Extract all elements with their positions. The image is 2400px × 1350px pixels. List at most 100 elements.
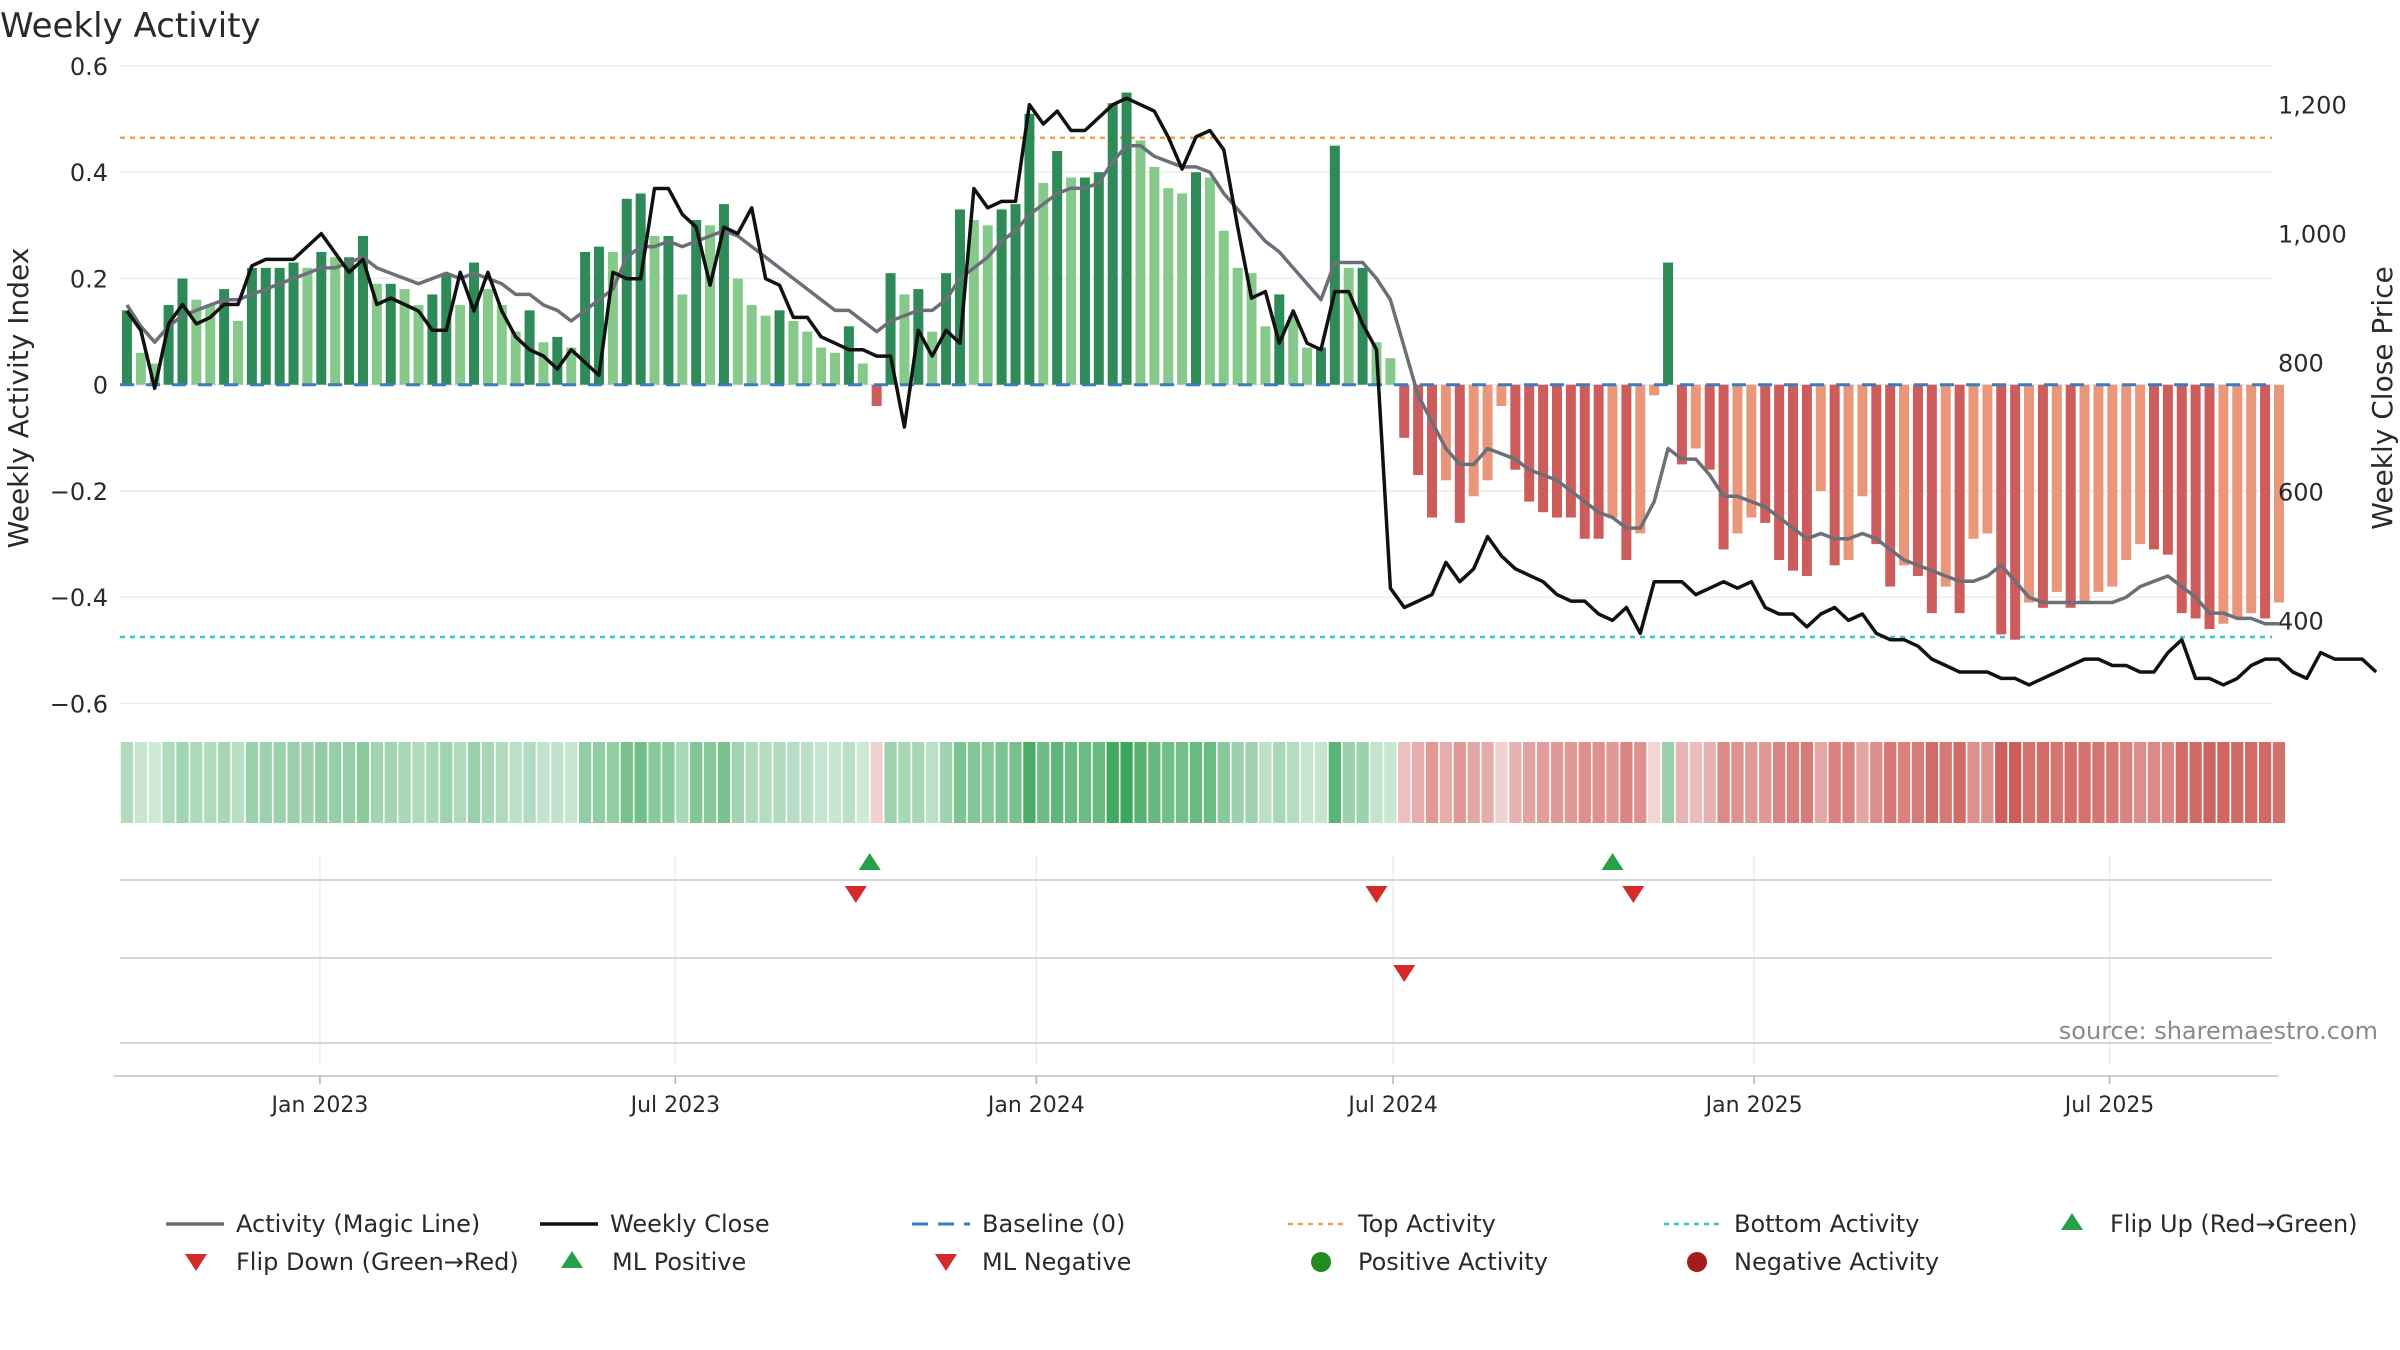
y-tick-label: −0.6 <box>50 690 108 718</box>
activity-bar <box>121 310 132 385</box>
activity-bar <box>2024 384 2035 603</box>
heat-cell <box>1439 742 1453 823</box>
heat-cell <box>1564 742 1578 823</box>
legend-label: ML Positive <box>612 1248 746 1276</box>
heat-cell <box>2036 742 2050 823</box>
heat-cell <box>1634 742 1647 823</box>
activity-bar <box>344 257 355 385</box>
heat-cell <box>1578 742 1591 823</box>
activity-bar <box>288 262 299 385</box>
heat-cell <box>1009 742 1022 823</box>
activity-bar <box>427 294 438 385</box>
legend-label: Negative Activity <box>1734 1248 1939 1276</box>
heat-cell <box>467 742 481 823</box>
x-tick-label: Jul 2025 <box>2063 1093 2155 1118</box>
heat-cell <box>745 742 758 823</box>
activity-bar <box>2135 384 2146 545</box>
activity-bar <box>1885 384 1896 587</box>
activity-bar <box>816 347 827 385</box>
heat-cell <box>259 742 272 823</box>
activity-bar <box>2148 384 2159 550</box>
activity-bar <box>968 220 979 385</box>
heat-cell <box>578 742 592 823</box>
heat-cell <box>1856 742 1869 823</box>
activity-bar <box>2260 384 2271 619</box>
heat-cell <box>1745 742 1758 823</box>
activity-bar <box>635 193 646 385</box>
heat-cell <box>1245 742 1258 823</box>
activity-bar <box>802 331 813 385</box>
heat-cell <box>1592 742 1605 823</box>
activity-bar <box>996 209 1007 385</box>
heat-cell <box>2258 742 2272 823</box>
activity-bar <box>1829 384 1840 566</box>
activity-bar <box>1413 384 1424 476</box>
heat-cell <box>148 742 161 823</box>
legend-label: Activity (Magic Line) <box>236 1210 480 1238</box>
activity-bar <box>1871 384 1882 545</box>
activity-bar <box>2162 384 2173 555</box>
heat-cell <box>2217 742 2230 823</box>
heat-cell <box>509 742 522 823</box>
activity-bar <box>1385 358 1396 385</box>
heat-cell <box>1550 742 1564 823</box>
chart-title: Weekly Activity <box>0 6 261 46</box>
heat-cell <box>565 742 578 823</box>
activity-bar <box>1177 193 1188 385</box>
activity-bar <box>1260 326 1271 385</box>
activity-bar <box>1524 384 1535 502</box>
activity-bar <box>732 278 743 385</box>
activity-bar <box>274 267 285 385</box>
y-tick-label: −0.4 <box>50 584 108 612</box>
legend-label: Bottom Activity <box>1734 1210 1919 1238</box>
heat-cell <box>1995 742 2008 823</box>
heat-cell <box>1023 742 1036 823</box>
activity-bar <box>1135 140 1146 385</box>
activity-bar <box>677 294 688 385</box>
activity-bar <box>2093 384 2104 592</box>
activity-bar <box>1191 172 1201 385</box>
activity-bar <box>830 352 841 385</box>
activity-bar <box>843 326 854 385</box>
heat-cell <box>342 742 356 823</box>
heat-cell <box>870 742 883 823</box>
legend-label: Flip Down (Green→Red) <box>236 1248 519 1276</box>
activity-bar <box>371 283 382 385</box>
activity-bar <box>1607 384 1618 518</box>
heat-cell <box>1536 742 1550 823</box>
activity-bar <box>580 251 591 385</box>
activity-bar <box>2079 384 2090 603</box>
heat-cell <box>412 742 425 823</box>
activity-bar <box>552 336 563 385</box>
activity-bar <box>1121 92 1132 385</box>
activity-bar <box>927 331 938 385</box>
activity-bar <box>1288 315 1299 385</box>
activity-bar <box>1760 384 1771 523</box>
activity-bar <box>1718 384 1729 550</box>
activity-bar <box>1010 204 1021 385</box>
activity-bar <box>1843 384 1854 561</box>
activity-bar <box>1621 384 1632 561</box>
activity-bar <box>1454 384 1465 523</box>
activity-bar <box>760 315 771 385</box>
activity-bar <box>1204 177 1215 385</box>
heat-cell <box>1051 742 1064 823</box>
heat-cell <box>384 742 397 823</box>
heat-cell <box>1800 742 1814 823</box>
heat-cell <box>2175 742 2188 823</box>
heat-cell <box>662 742 675 823</box>
heat-cell <box>2272 742 2286 823</box>
legend-label: Baseline (0) <box>982 1210 1125 1238</box>
activity-bar <box>1996 384 2007 635</box>
activity-bar <box>649 235 660 385</box>
activity-bar <box>1496 384 1507 406</box>
legend-label: Flip Up (Red→Green) <box>2110 1210 2358 1238</box>
heat-cell <box>2231 742 2244 823</box>
activity-bar <box>2037 384 2048 608</box>
activity-bar <box>2051 384 2062 592</box>
activity-bar <box>455 305 466 385</box>
heat-cell <box>398 742 411 823</box>
heat-cell <box>1412 742 1425 823</box>
activity-bar <box>1232 267 1243 385</box>
